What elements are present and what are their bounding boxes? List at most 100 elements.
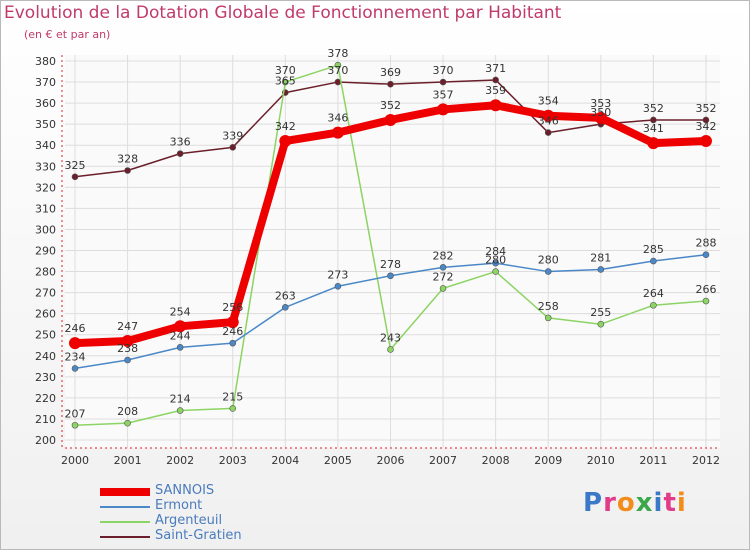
data-label: 346 bbox=[327, 112, 348, 125]
x-tick-label: 2001 bbox=[114, 454, 142, 467]
data-label: 243 bbox=[380, 331, 401, 344]
data-label: 258 bbox=[538, 300, 559, 313]
y-tick-label: 330 bbox=[35, 160, 56, 173]
x-tick-label: 2005 bbox=[324, 454, 352, 467]
data-label: 234 bbox=[65, 350, 86, 363]
data-label: 352 bbox=[380, 99, 401, 112]
data-label: 256 bbox=[222, 301, 243, 314]
y-tick-label: 230 bbox=[35, 371, 56, 384]
data-point bbox=[124, 356, 131, 364]
data-label: 336 bbox=[170, 136, 191, 149]
data-point bbox=[229, 405, 237, 412]
data-label: 247 bbox=[117, 320, 138, 333]
data-label: 273 bbox=[327, 268, 348, 281]
data-point bbox=[439, 285, 447, 292]
data-point bbox=[334, 61, 342, 69]
y-tick-label: 260 bbox=[35, 308, 56, 321]
y-tick-label: 310 bbox=[35, 202, 56, 215]
data-label: 281 bbox=[590, 251, 611, 264]
data-label: 341 bbox=[643, 122, 664, 135]
data-point bbox=[544, 129, 552, 136]
plot-area bbox=[65, 55, 720, 448]
data-point bbox=[594, 111, 607, 124]
x-tick-label: 2004 bbox=[271, 454, 299, 467]
data-point bbox=[176, 344, 184, 351]
data-label: 346 bbox=[538, 115, 559, 128]
x-tick-label: 2009 bbox=[534, 454, 562, 467]
data-point bbox=[387, 80, 394, 88]
data-label: 359 bbox=[485, 84, 506, 97]
data-label: 272 bbox=[433, 270, 454, 283]
data-label: 284 bbox=[485, 245, 506, 258]
data-label: 352 bbox=[643, 102, 664, 115]
data-label: 350 bbox=[590, 106, 611, 119]
data-label: 285 bbox=[643, 243, 664, 256]
data-point bbox=[439, 264, 447, 271]
data-label: 255 bbox=[590, 306, 611, 319]
data-label: 244 bbox=[170, 329, 191, 342]
data-point bbox=[702, 297, 710, 305]
data-point bbox=[229, 339, 237, 347]
data-point bbox=[176, 407, 184, 414]
y-tick-label: 270 bbox=[35, 287, 56, 300]
x-tick-label: 2010 bbox=[587, 454, 615, 467]
data-label: 352 bbox=[695, 102, 716, 115]
y-tick-label: 300 bbox=[35, 223, 56, 236]
x-tick-label: 2007 bbox=[429, 454, 457, 467]
data-point bbox=[650, 301, 657, 309]
y-tick-label: 210 bbox=[35, 413, 56, 426]
data-point bbox=[282, 304, 289, 311]
data-label: 357 bbox=[433, 88, 454, 101]
y-tick-label: 240 bbox=[35, 350, 56, 363]
data-label: 370 bbox=[327, 64, 348, 77]
y-tick-label: 340 bbox=[35, 139, 56, 152]
data-point bbox=[124, 419, 131, 427]
data-point bbox=[702, 116, 710, 124]
data-point bbox=[121, 335, 134, 348]
data-label: 246 bbox=[65, 322, 86, 335]
data-point bbox=[437, 103, 450, 116]
data-point bbox=[492, 76, 499, 84]
x-tick-label: 2008 bbox=[482, 454, 510, 467]
data-label: 266 bbox=[695, 283, 716, 296]
y-tick-label: 370 bbox=[35, 76, 56, 89]
data-point bbox=[71, 365, 79, 372]
data-label: 278 bbox=[380, 258, 401, 271]
data-point bbox=[542, 109, 555, 122]
data-label: 353 bbox=[590, 97, 611, 110]
y-tick-label: 290 bbox=[35, 245, 56, 258]
y-tick-label: 250 bbox=[35, 329, 56, 342]
x-tick-label: 2012 bbox=[692, 454, 720, 467]
data-point bbox=[387, 346, 394, 353]
data-point bbox=[229, 144, 237, 151]
data-point bbox=[226, 316, 239, 329]
x-tick-label: 2003 bbox=[219, 454, 247, 467]
y-tick-label: 350 bbox=[35, 118, 56, 131]
data-point bbox=[702, 251, 710, 259]
data-label: 214 bbox=[170, 393, 191, 406]
data-point bbox=[331, 126, 344, 139]
data-label: 280 bbox=[485, 254, 506, 267]
data-point bbox=[544, 314, 552, 322]
y-tick-label: 360 bbox=[35, 97, 56, 110]
data-point bbox=[71, 173, 79, 181]
legend-label: Saint-Gratien bbox=[155, 528, 242, 543]
legend-label: Argenteuil bbox=[155, 513, 223, 528]
data-label: 339 bbox=[222, 129, 243, 142]
y-tick-label: 380 bbox=[35, 55, 56, 68]
data-point bbox=[176, 150, 184, 157]
y-tick-label: 280 bbox=[35, 266, 56, 279]
data-point bbox=[71, 421, 79, 429]
data-label: 207 bbox=[65, 407, 86, 420]
data-label: 246 bbox=[222, 325, 243, 338]
data-label: 263 bbox=[275, 289, 296, 302]
data-label: 354 bbox=[538, 95, 559, 108]
data-label: 342 bbox=[275, 120, 296, 133]
data-point bbox=[597, 320, 605, 328]
x-tick-label: 2000 bbox=[61, 454, 89, 467]
data-point bbox=[439, 78, 447, 86]
data-label: 371 bbox=[485, 62, 506, 75]
data-point bbox=[492, 268, 499, 275]
x-tick-label: 2002 bbox=[166, 454, 194, 467]
data-point bbox=[282, 78, 289, 86]
